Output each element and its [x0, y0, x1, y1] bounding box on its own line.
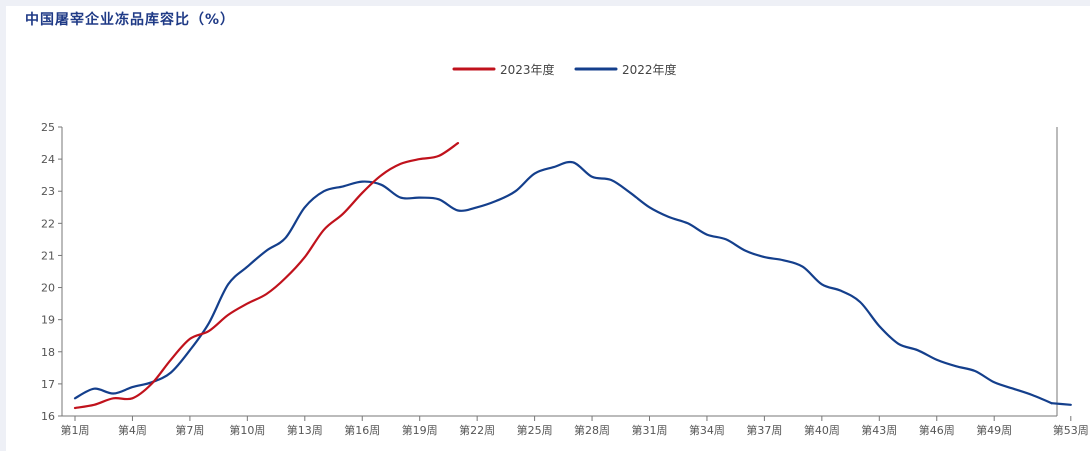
legend: 2023年度 2022年度 — [0, 60, 1090, 78]
legend-swatch-2023 — [452, 67, 496, 71]
legend-label-2023: 2023年度 — [500, 62, 555, 77]
y-tick-label: 21 — [41, 249, 55, 262]
legend-label-2022: 2022年度 — [622, 62, 677, 77]
left-border — [0, 0, 6, 451]
x-tick-label: 第37周 — [746, 423, 782, 437]
x-tick-label: 第10周 — [229, 423, 265, 437]
x-tick-label: 第31周 — [632, 423, 668, 437]
x-tick-label: 第13周 — [287, 423, 323, 437]
y-tick-label: 23 — [41, 185, 55, 198]
x-tick-label: 第19周 — [402, 423, 438, 437]
x-tick-label: 第40周 — [804, 423, 840, 437]
legend-item-2023[interactable]: 2023年度 — [452, 60, 555, 78]
axes: 16 17 18 19 20 21 22 23 24 25 第1周 第4周 第7周 第10周 第13周 第16… — [41, 121, 1089, 437]
x-tick-label: 第46周 — [919, 423, 955, 437]
series-layer — [73, 142, 1072, 410]
x-tick-label: 第22周 — [459, 423, 495, 437]
legend-item-2022[interactable]: 2022年度 — [574, 60, 677, 78]
y-tick-label: 16 — [41, 410, 55, 423]
chart-title: 中国屠宰企业冻品库容比（%） — [25, 12, 236, 28]
x-tick-label: 第1周 — [61, 423, 90, 437]
series-line-2023[interactable] — [73, 142, 460, 410]
x-tick-label: 第16周 — [344, 423, 380, 437]
x-tick-label: 第4周 — [118, 423, 147, 437]
y-tick-label: 22 — [41, 217, 55, 230]
x-tick-label: 第28周 — [574, 423, 610, 437]
y-tick-label: 18 — [41, 346, 55, 359]
y-tick-label: 17 — [41, 378, 55, 391]
top-border — [0, 0, 1090, 6]
series-line-2022[interactable] — [1050, 402, 1072, 406]
x-tick-label: 第53周 — [1053, 423, 1089, 437]
x-tick-label: 第49周 — [976, 423, 1012, 437]
y-tick-label: 20 — [41, 282, 55, 295]
series-line-2022[interactable] — [73, 160, 1053, 405]
x-tick-label: 第25周 — [517, 423, 553, 437]
y-tick-label: 25 — [41, 121, 55, 134]
legend-swatch-2022 — [574, 67, 618, 71]
x-tick-label: 第43周 — [861, 423, 897, 437]
y-tick-label: 19 — [41, 314, 55, 327]
y-tick-label: 24 — [41, 153, 55, 166]
x-tick-label: 第7周 — [175, 423, 204, 437]
x-tick-label: 第34周 — [689, 423, 725, 437]
